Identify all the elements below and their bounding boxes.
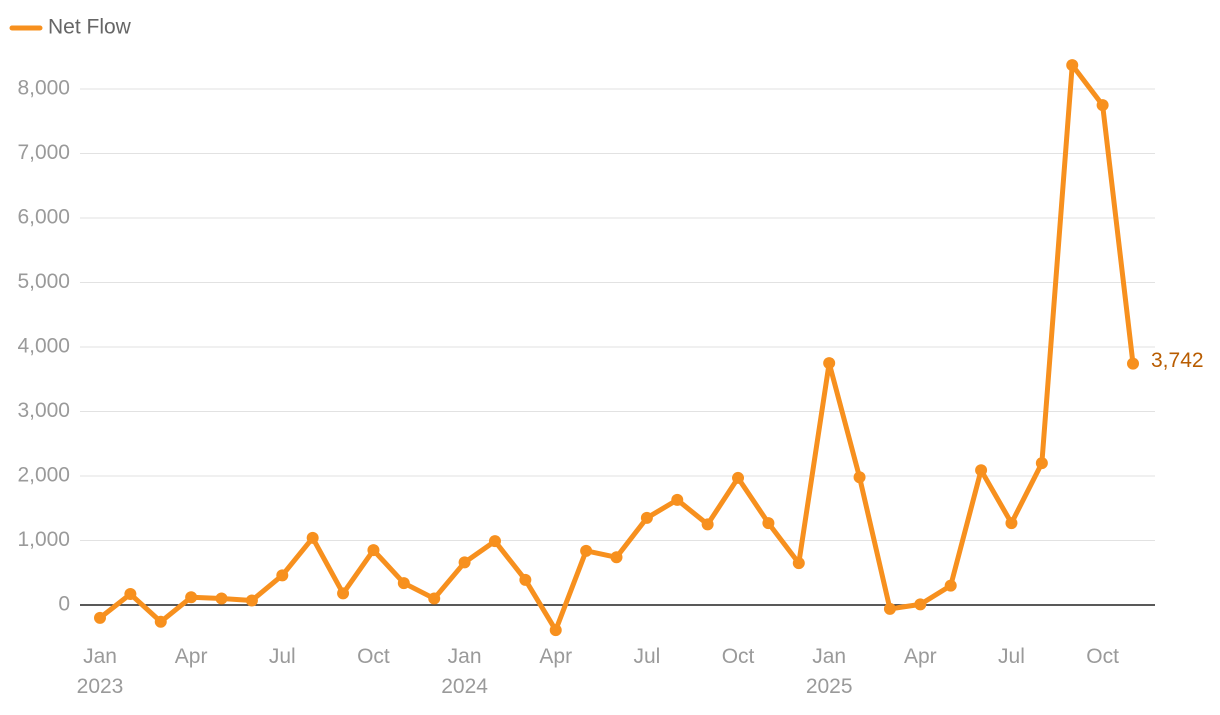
- data-point: [276, 569, 289, 582]
- data-label: 3,742: [1151, 349, 1204, 372]
- x-tick-label: Jan 2025: [806, 645, 853, 698]
- data-point: [1035, 457, 1048, 470]
- x-tick-label: Oct: [722, 645, 755, 668]
- data-point: [185, 591, 198, 604]
- data-point: [732, 471, 745, 484]
- y-tick-label: 3,000: [17, 399, 70, 422]
- data-point: [124, 588, 137, 601]
- x-tick-label: Jul: [998, 645, 1025, 668]
- data-point: [1127, 357, 1139, 370]
- data-point: [883, 602, 896, 615]
- data-point: [1066, 59, 1079, 72]
- data-point: [914, 598, 927, 611]
- data-point: [671, 493, 684, 506]
- y-tick-label: 6,000: [17, 206, 70, 229]
- data-point: [215, 592, 228, 605]
- x-tick-label: Jul: [633, 645, 660, 668]
- data-point: [944, 579, 957, 592]
- data-point: [853, 471, 866, 484]
- y-tick-label: 1,000: [17, 528, 70, 551]
- data-point: [580, 544, 593, 557]
- data-point: [458, 556, 471, 569]
- data-point: [823, 357, 836, 370]
- data-point: [337, 587, 350, 600]
- x-tick-label: Apr: [539, 645, 572, 668]
- data-point: [245, 594, 258, 607]
- y-tick-label: 7,000: [17, 141, 70, 164]
- x-tick-label: Jan 2024: [441, 645, 488, 698]
- data-point: [549, 624, 562, 637]
- data-point: [154, 615, 167, 628]
- y-tick-label: 5,000: [17, 270, 70, 293]
- x-tick-label: Jan 2023: [77, 645, 124, 698]
- data-point: [306, 531, 319, 544]
- data-point: [1096, 99, 1109, 112]
- series-line: [98, 62, 1136, 633]
- data-point: [701, 518, 714, 531]
- legend-label: Net Flow: [48, 16, 132, 39]
- data-point: [640, 511, 653, 524]
- x-tick-label: Oct: [1086, 645, 1119, 668]
- x-tick-label: Apr: [904, 645, 937, 668]
- data-point: [1005, 517, 1018, 530]
- y-tick-label: 0: [58, 593, 70, 616]
- data-point: [94, 611, 106, 624]
- data-point: [367, 544, 380, 557]
- data-point: [762, 517, 775, 530]
- x-tick-label: Apr: [175, 645, 208, 668]
- data-point: [792, 557, 805, 570]
- data-point: [610, 551, 623, 564]
- data-point: [975, 464, 988, 477]
- y-tick-label: 8,000: [17, 77, 70, 100]
- data-point: [397, 577, 410, 590]
- y-tick-label: 4,000: [17, 335, 70, 358]
- data-point: [428, 592, 441, 605]
- y-tick-label: 2,000: [17, 464, 70, 487]
- data-point: [488, 535, 501, 548]
- x-tick-label: Oct: [357, 645, 390, 668]
- data-point: [519, 573, 532, 586]
- x-tick-label: Jul: [269, 645, 296, 668]
